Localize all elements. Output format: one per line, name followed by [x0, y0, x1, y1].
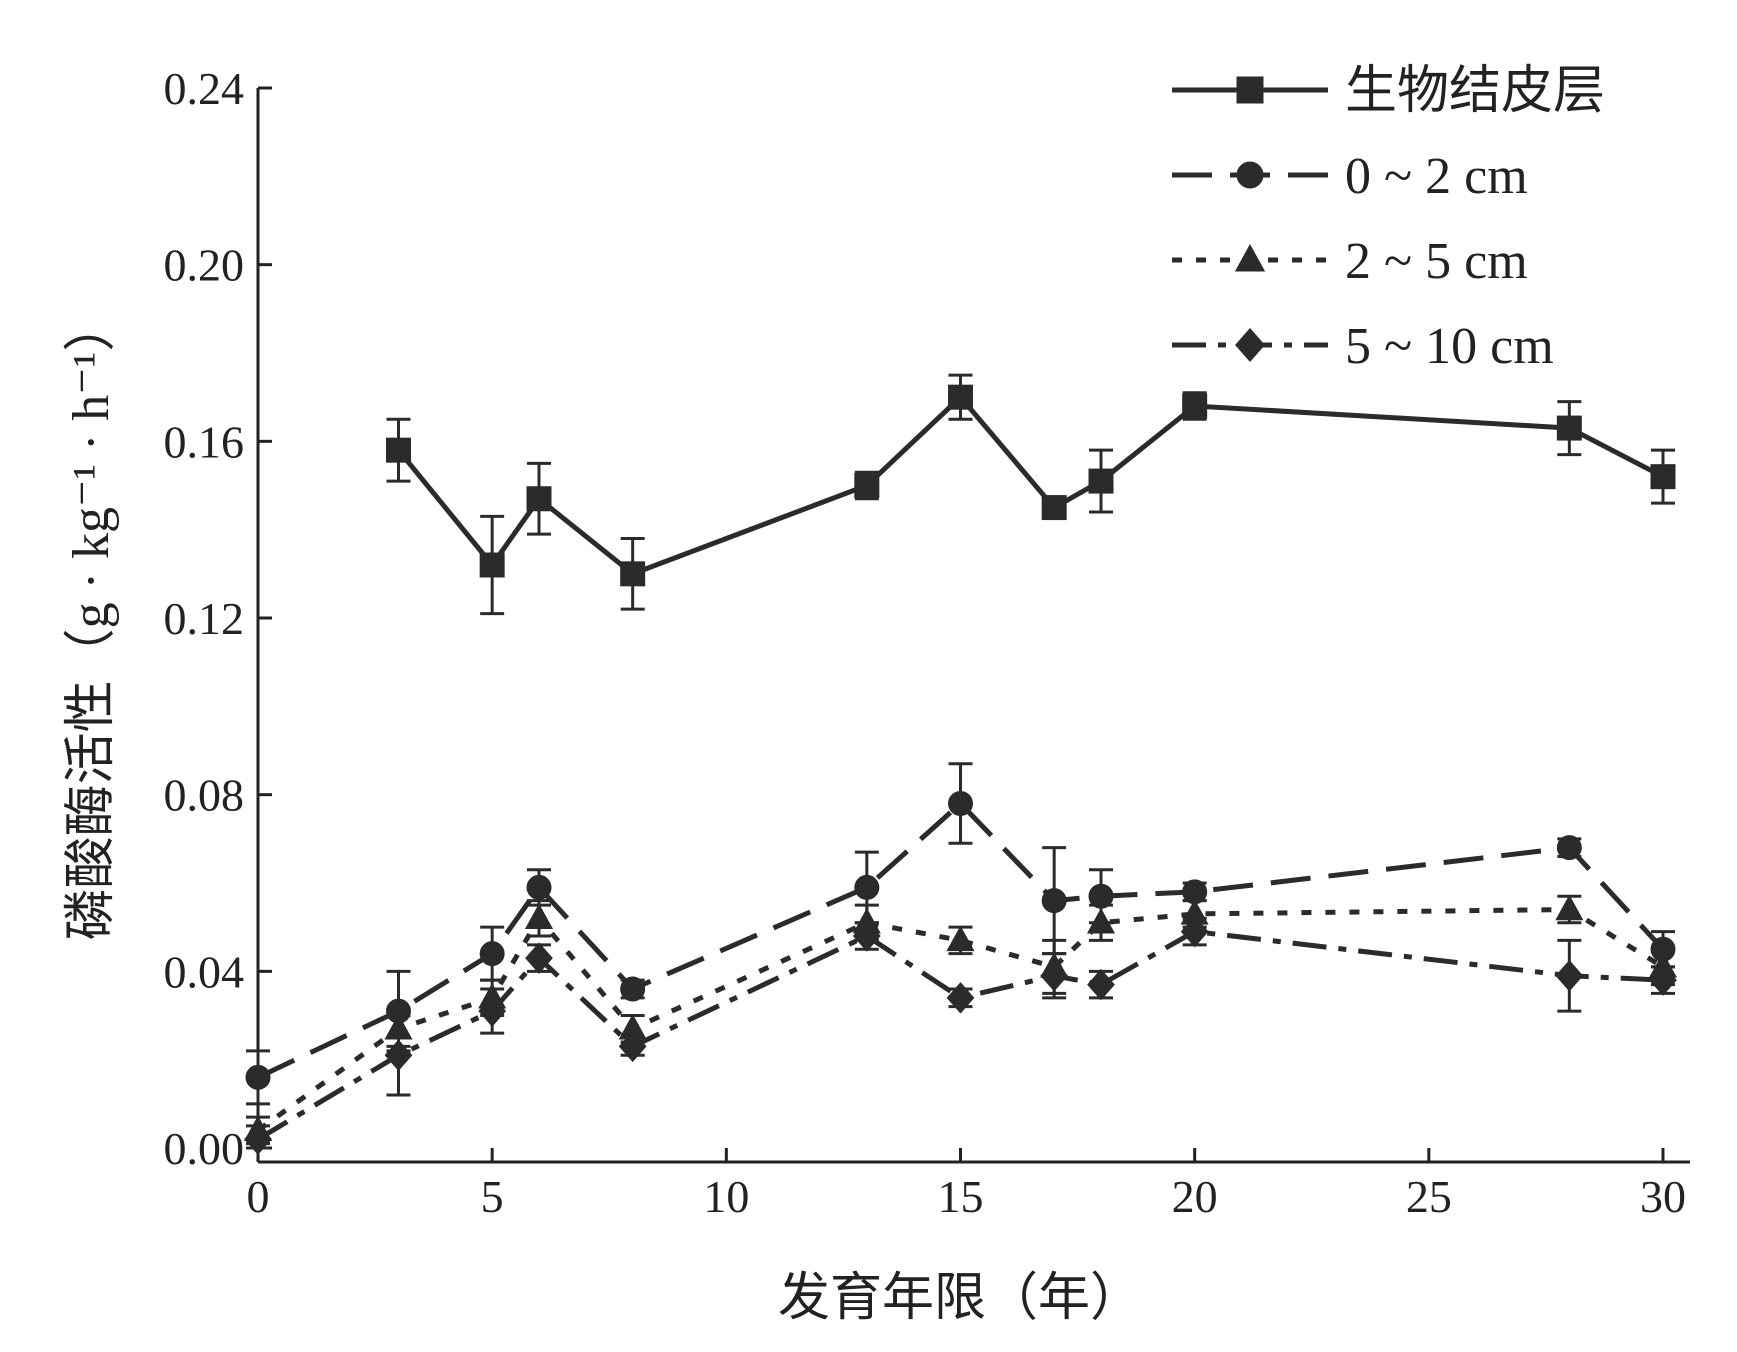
axes: 0.00 0.04 0.08 0.12 0.16 0.20 0.24 0 5 10 15 20 25 30: [164, 63, 1690, 1222]
data-point: [1555, 959, 1584, 992]
data-point: [386, 437, 411, 463]
data-point: [526, 874, 552, 900]
data-point: [244, 1123, 272, 1155]
data-point: [1556, 835, 1582, 861]
data-point: [854, 874, 880, 900]
series-line: [396, 393, 1665, 577]
legend-item: 5 ~ 10 cm: [1172, 318, 1554, 375]
y-tick-label: 0.00: [164, 1123, 245, 1174]
x-tick-label: 5: [481, 1171, 504, 1222]
series-3: [243, 894, 1678, 1146]
y-tick-label: 0.12: [164, 593, 245, 644]
legend-item: 2 ~ 5 cm: [1172, 233, 1528, 290]
data-point: [1235, 327, 1265, 363]
data-point: [946, 982, 975, 1014]
data-point: [1649, 964, 1677, 996]
data-point: [1087, 968, 1115, 1001]
y-tick-label: 0.16: [164, 416, 245, 467]
x-tick-label: 15: [938, 1171, 984, 1222]
data-point: [245, 1064, 271, 1090]
data-point: [1041, 495, 1067, 521]
data-point: [620, 976, 646, 1002]
legend-item: 0 ~ 2 cm: [1172, 148, 1528, 205]
data-point: [948, 791, 973, 816]
data-point: [948, 384, 973, 410]
data-point: [479, 552, 505, 578]
legend-label: 5 ~ 10 cm: [1345, 318, 1554, 375]
data-point: [854, 473, 880, 498]
data-point: [1236, 161, 1264, 189]
legend-label: 生物结皮层: [1345, 63, 1605, 120]
x-tick-label: 30: [1640, 1171, 1686, 1222]
series-line: [256, 906, 1665, 1133]
data-point: [1041, 888, 1067, 914]
data-point: [620, 561, 646, 587]
data-point: [1086, 907, 1116, 934]
data-point: [1234, 244, 1266, 272]
data-point: [478, 995, 507, 1027]
data-point: [1088, 468, 1114, 494]
data-point: [618, 1030, 647, 1063]
data-point: [1555, 894, 1584, 921]
data-point: [479, 941, 505, 967]
series-line: [256, 800, 1665, 1080]
data-point: [1556, 415, 1582, 441]
x-tick-label: 20: [1172, 1171, 1218, 1222]
data-point: [525, 942, 553, 974]
legend-label: 0 ~ 2 cm: [1345, 148, 1528, 205]
y-tick-label: 0.20: [164, 240, 245, 291]
series-1: [386, 373, 1676, 616]
data-point: [1650, 464, 1676, 490]
legend: 生物结皮层 0 ~ 2 cm 2 ~ 5 cm 5 ~ 10 cm: [1172, 63, 1605, 375]
x-tick-label: 0: [247, 1171, 270, 1222]
x-tick-label: 10: [703, 1171, 749, 1222]
legend-item: 生物结皮层: [1172, 63, 1605, 120]
data-point: [946, 925, 975, 952]
series-line: [256, 929, 1664, 1142]
x-tick-label: 25: [1406, 1171, 1452, 1222]
data-point: [384, 1039, 413, 1072]
series-layer: [243, 373, 1678, 1155]
data-point: [524, 903, 554, 930]
x-axis-title: 发育年限（年）: [778, 1270, 1142, 1327]
y-tick-label: 0.08: [164, 770, 245, 821]
data-point: [1040, 959, 1069, 992]
data-point: [1182, 393, 1208, 419]
data-point: [526, 486, 552, 512]
data-point: [1180, 915, 1209, 948]
data-point: [1236, 76, 1264, 104]
legend-label: 2 ~ 5 cm: [1345, 233, 1528, 290]
y-tick-label: 0.24: [164, 63, 245, 114]
y-axis-title: 磷酸酶活性（g · kg⁻¹ · h⁻¹）: [63, 300, 120, 941]
data-point: [852, 920, 881, 952]
y-tick-label: 0.04: [164, 946, 245, 997]
series-4: [244, 915, 1677, 1155]
